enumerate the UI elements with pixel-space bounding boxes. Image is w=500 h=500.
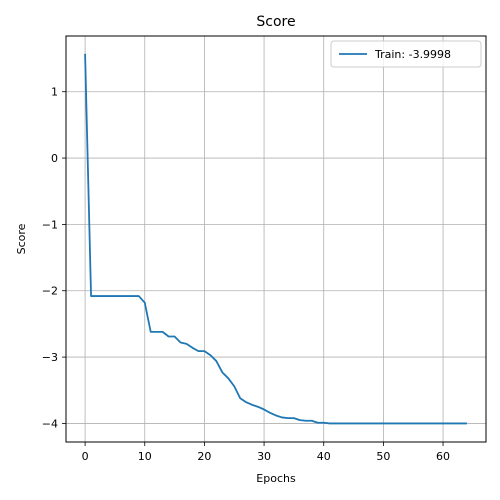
x-tick-label: 0	[82, 450, 89, 463]
y-tick-label: −1	[42, 218, 58, 231]
series-layer	[84, 53, 467, 425]
train-score-line	[84, 53, 467, 425]
x-tick-label: 30	[257, 450, 271, 463]
x-axis-label: Epochs	[256, 472, 296, 485]
y-tick-label: −3	[42, 351, 58, 364]
y-tick-label: −4	[42, 417, 58, 430]
x-tick-label: 40	[317, 450, 331, 463]
y-tick-label: 0	[51, 152, 58, 165]
x-tick-label: 60	[436, 450, 450, 463]
chart-title: Score	[256, 14, 295, 30]
x-tick-label: 10	[138, 450, 152, 463]
x-tick-label: 20	[197, 450, 211, 463]
y-tick-label: 1	[51, 86, 58, 99]
legend-box	[330, 40, 482, 68]
legend-label: Train: -3.9998	[374, 48, 451, 61]
y-tick-label: −2	[42, 285, 58, 298]
plot-frame	[65, 35, 487, 443]
x-tick-label: 50	[376, 450, 390, 463]
legend: Train: -3.9998	[330, 40, 482, 68]
y-axis-label: Score	[15, 223, 28, 254]
